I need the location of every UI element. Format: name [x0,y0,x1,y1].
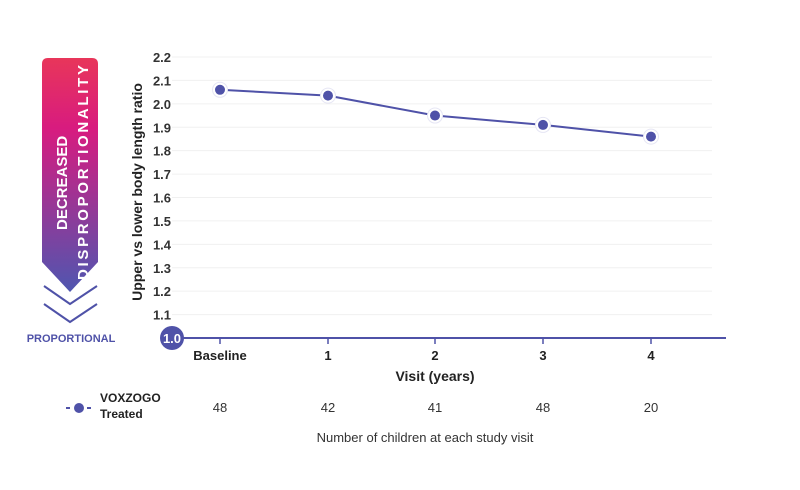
y-axis-label: Upper vs lower body length ratio [129,83,145,301]
x-axis-label: Visit (years) [395,368,474,384]
arrow-line2: DISPROPORTIONALITY [75,65,92,280]
data-point [536,117,550,132]
y-tick-label: 1.4 [153,237,172,252]
x-tick-label: 1 [324,348,331,363]
counts-label: Number of children at each study visit [317,430,534,445]
y-origin-label: 1.0 [163,331,181,346]
data-point [644,129,658,144]
legend-line2: Treated [100,407,143,421]
y-tick-label: 1.6 [153,191,171,206]
y-tick-label: 2.1 [153,73,171,88]
proportional-label: PROPORTIONAL [27,333,116,345]
x-tick-label: 3 [539,348,546,363]
x-tick-label: 4 [647,348,655,363]
count-value: 42 [321,400,335,415]
data-point [213,82,227,97]
x-tick-label: 2 [431,348,438,363]
count-value: 48 [213,400,227,415]
y-tick-label: 2.0 [153,97,171,112]
y-tick-label: 1.2 [153,284,171,299]
y-tick-label: 1.9 [153,120,171,135]
y-tick-label: 1.5 [153,214,171,229]
legend-line1: VOXZOGO [100,391,161,405]
count-value: 41 [428,400,442,415]
count-value: 20 [644,400,658,415]
y-tick-label: 1.8 [153,144,171,159]
y-tick-label: 2.2 [153,50,171,65]
legend: VOXZOGO Treated [66,391,161,421]
arrow-line1: DECREASED [54,136,71,230]
y-tick-label: 1.3 [153,261,171,276]
y-tick-label: 1.7 [153,167,171,182]
x-tick-label: Baseline [193,348,246,363]
data-point [428,108,442,123]
count-value: 48 [536,400,550,415]
proportionality-arrow: DECREASED DISPROPORTIONALITY PROPORTIONA… [27,58,116,345]
data-point [321,88,335,103]
y-origin-badge [160,326,184,350]
y-tick-label: 1.1 [153,308,171,323]
